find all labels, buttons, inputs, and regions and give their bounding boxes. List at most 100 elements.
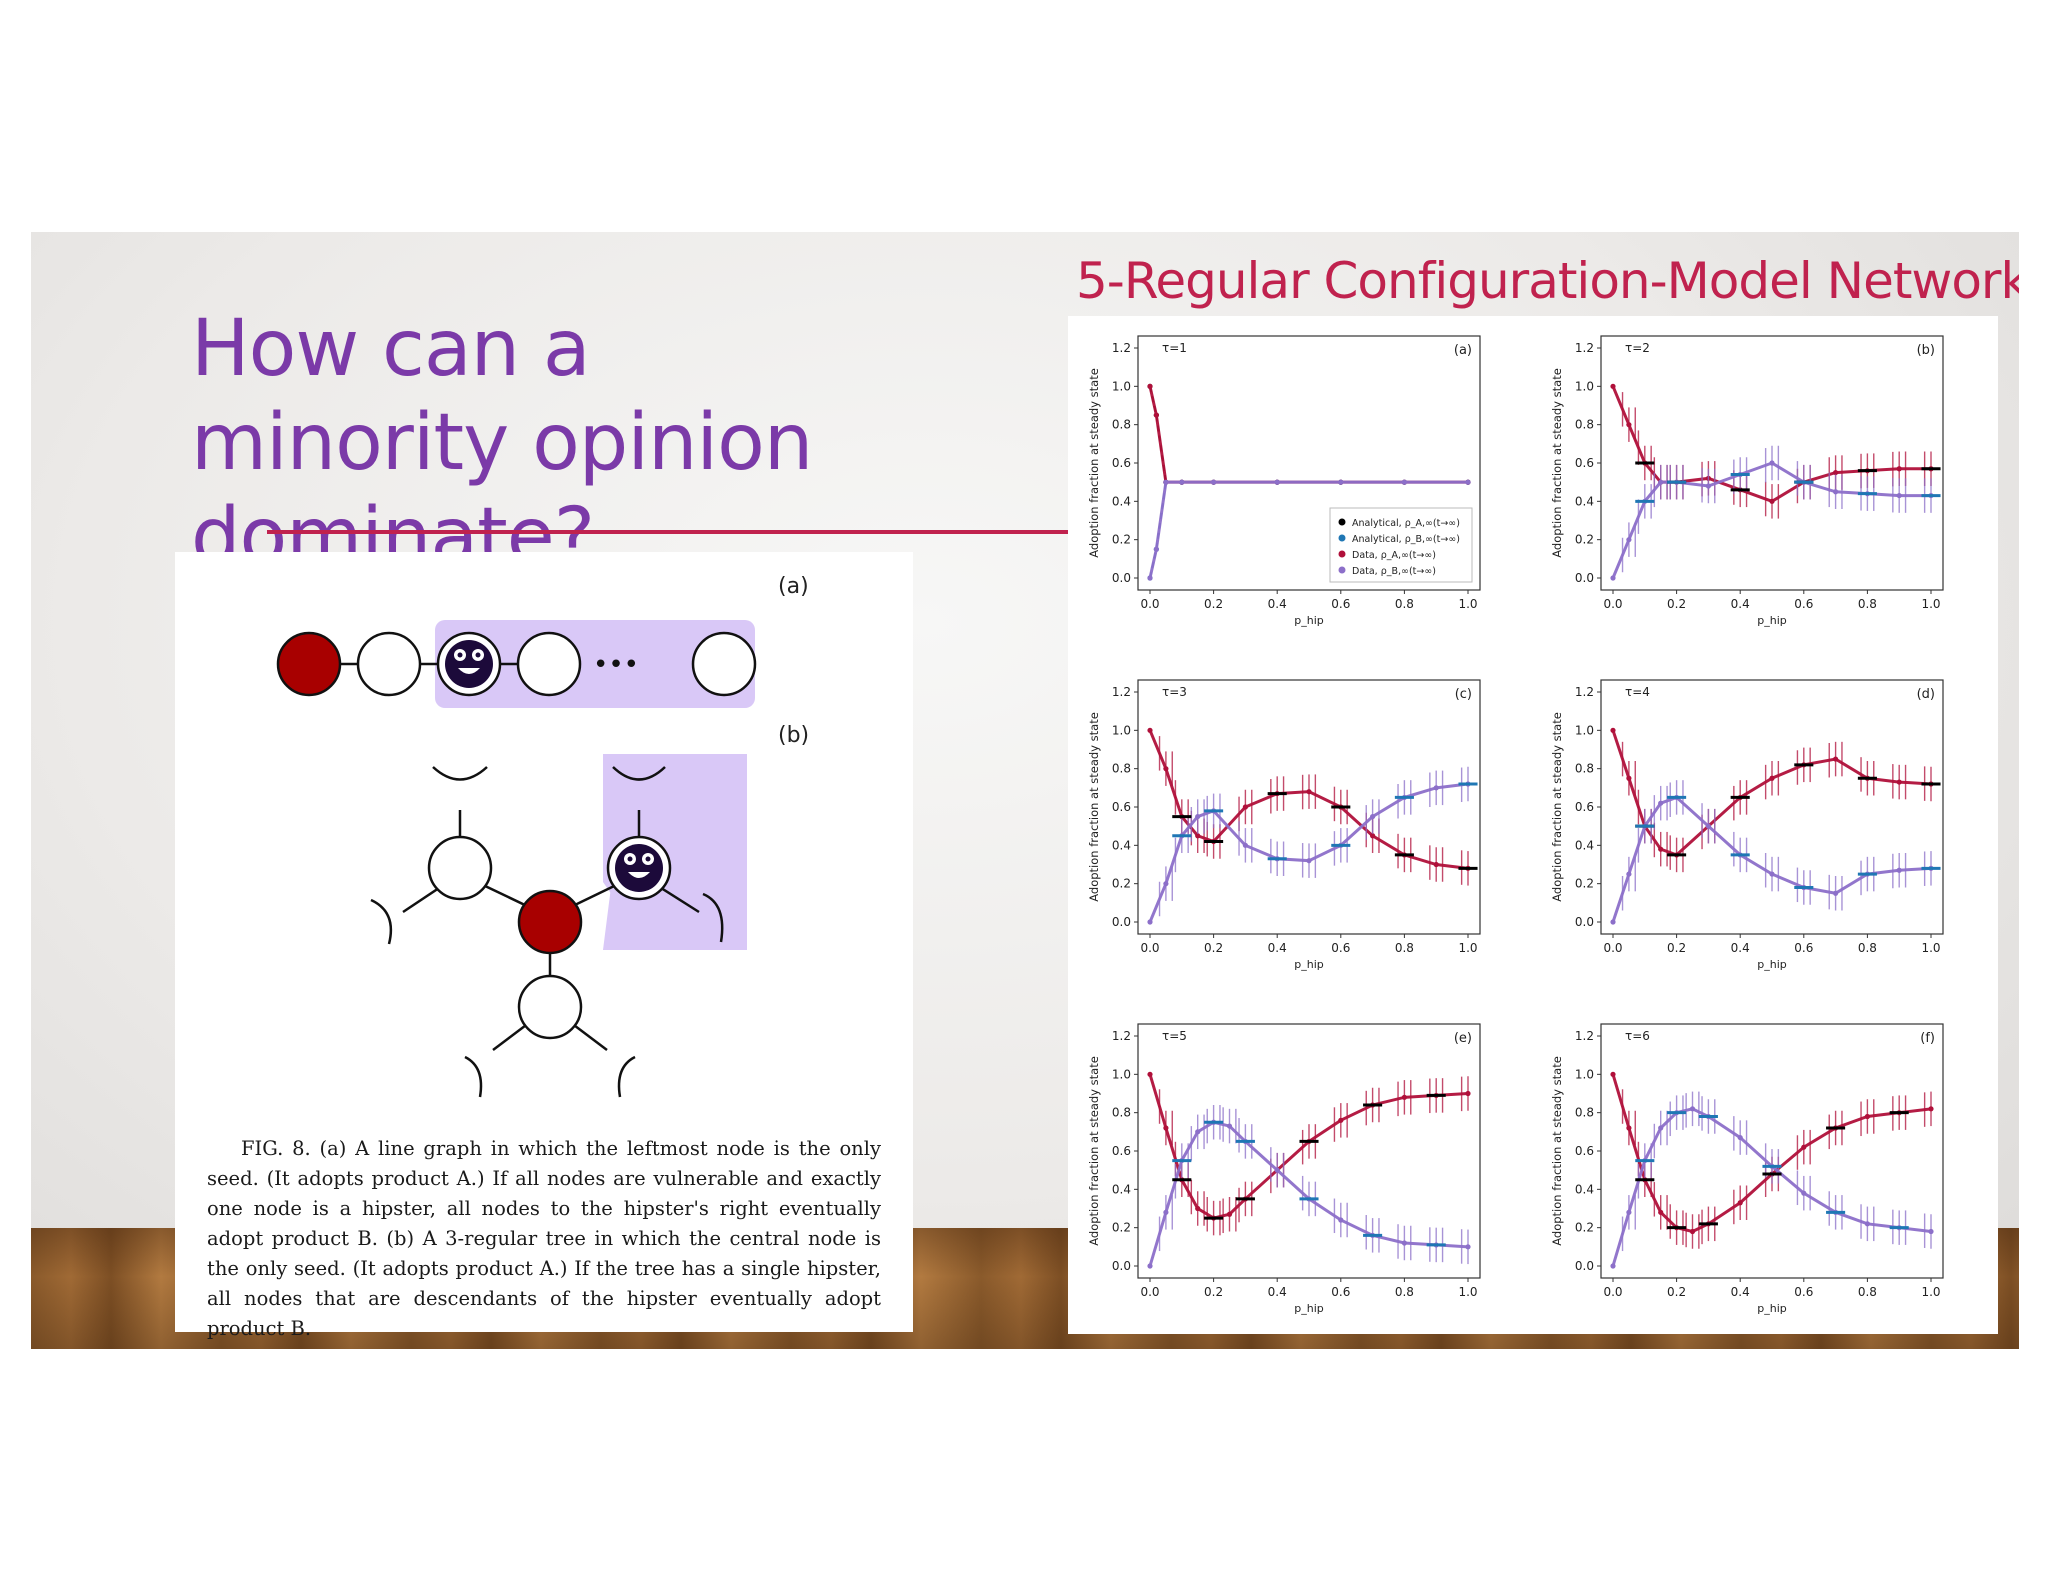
data-point [1465,1090,1471,1097]
data-point [1195,1129,1201,1135]
figure-8-diagram: (a) ••• (b) [276,574,809,1098]
y-tick-label: 0.2 [1575,877,1594,891]
y-tick-label: 0.0 [1112,915,1131,929]
data-point [1705,823,1711,829]
x-tick-label: 0.4 [1731,1285,1750,1299]
data-point [1401,1094,1407,1100]
x-tick-label: 0.6 [1331,1285,1350,1299]
tree-node-bottom [517,974,583,1040]
data-point [1153,546,1159,552]
hipster-region-a [435,620,755,708]
x-tick-label: 0.0 [1603,597,1622,611]
data-point [1769,775,1775,781]
x-tick-label: 0.0 [1603,941,1622,955]
x-tick-label: 0.0 [1140,1285,1159,1299]
legend-entry: Data, ρ_B,∞(t→∞) [1352,566,1436,577]
data-point [1864,1221,1870,1227]
x-tick-label: 0.4 [1268,941,1287,955]
legend-marker [1338,534,1346,542]
data-point [1626,537,1632,543]
x-axis-label: p_hip [1757,1302,1787,1315]
data-point [1370,813,1376,820]
tau-label: τ=2 [1625,341,1650,355]
data-point [1626,1125,1632,1131]
x-axis-label: p_hip [1757,958,1787,971]
chart-4: 0.0 0.2 0.4 0.6 0.8 1.0 1.2 0.0 0.2 0.4 0.6 0.8 1.0 p… [1550,679,1944,971]
y-tick-label: 1.2 [1575,341,1594,355]
data-point [1195,833,1201,839]
x-tick-label: 1.0 [1921,941,1940,955]
chart-1: 0.0 0.2 0.4 0.6 0.8 1.0 1.2 0.0 0.2 0.4 0.6 0.8 1.0 p… [1087,335,1481,627]
data-point [1242,842,1248,848]
panel-label: (d) [1917,687,1935,702]
data-point [1179,479,1185,485]
y-tick-label: 0.4 [1112,1182,1131,1196]
data-point [1306,789,1312,795]
data-point [1242,804,1248,810]
tree-node-left [427,835,493,901]
data-point [1153,412,1159,418]
x-tick-label: 0.4 [1268,1285,1287,1299]
x-tick-label: 0.6 [1331,941,1350,955]
x-axis-label: p_hip [1294,1302,1324,1315]
x-axis-label: p_hip [1294,958,1324,971]
data-point [1195,813,1201,820]
data-point [1705,483,1711,489]
y-tick-label: 0.4 [1112,838,1131,852]
data-point [1610,1071,1616,1077]
x-tick-label: 0.8 [1395,597,1414,611]
x-tick-label: 0.4 [1731,597,1750,611]
y-tick-label: 0.6 [1112,456,1131,470]
panel-label: (a) [1454,343,1472,358]
legend-box [1329,507,1473,583]
panel-label: (e) [1454,1031,1472,1046]
y-tick-label: 0.8 [1112,418,1131,432]
x-tick-label: 1.0 [1921,1285,1940,1299]
data-point [1226,1123,1233,1129]
data-point [1833,469,1839,476]
data-point [1433,785,1439,791]
data-point [1401,1240,1407,1246]
data-point [1338,479,1344,485]
y-tick-label: 1.2 [1575,685,1594,699]
legend-marker [1338,518,1346,526]
y-tick-label: 0.6 [1112,800,1131,814]
ellipsis-dots: ••• [593,650,639,680]
data-point [1737,1134,1743,1141]
x-tick-label: 0.2 [1204,941,1223,955]
y-axis-label: Adoption fraction at steady state [1087,1056,1101,1246]
data-point [1658,479,1664,485]
y-tick-label: 0.2 [1112,877,1131,891]
tau-label: τ=4 [1625,685,1650,699]
data-point [1928,1228,1934,1235]
data-point [1864,1113,1870,1120]
tau-label: τ=1 [1162,341,1187,355]
figure-caption: FIG. 8. (a) A line graph in which the le… [207,1137,881,1340]
y-tick-label: 0.2 [1575,533,1594,547]
y-tick-label: 1.0 [1575,379,1594,393]
data-point [1610,727,1616,733]
x-tick-label: 0.0 [1140,941,1159,955]
y-tick-label: 1.0 [1575,723,1594,737]
y-tick-label: 0.6 [1575,456,1594,470]
x-axis-label: p_hip [1757,614,1787,627]
data-point [1896,492,1902,499]
data-point [1801,1190,1807,1196]
series-line [1611,1107,1932,1267]
title-divider [267,530,1297,534]
y-tick-label: 0.6 [1575,800,1594,814]
hipster-node-a [436,631,502,697]
node-a-last [691,631,757,697]
data-point [1833,489,1839,495]
data-point [1626,775,1632,781]
y-tick-label: 0.0 [1112,571,1131,585]
data-point [1626,422,1632,428]
legend-entry: Data, ρ_A,∞(t→∞) [1352,550,1436,561]
x-tick-label: 0.8 [1858,941,1877,955]
y-tick-label: 0.8 [1112,1106,1131,1120]
x-tick-label: 0.2 [1204,597,1223,611]
network-heading: 5-Regular Configuration-Model Networks [1076,252,2019,310]
x-tick-label: 0.8 [1858,1285,1877,1299]
tau-label: τ=6 [1625,1029,1650,1043]
data-point [1610,1263,1616,1269]
